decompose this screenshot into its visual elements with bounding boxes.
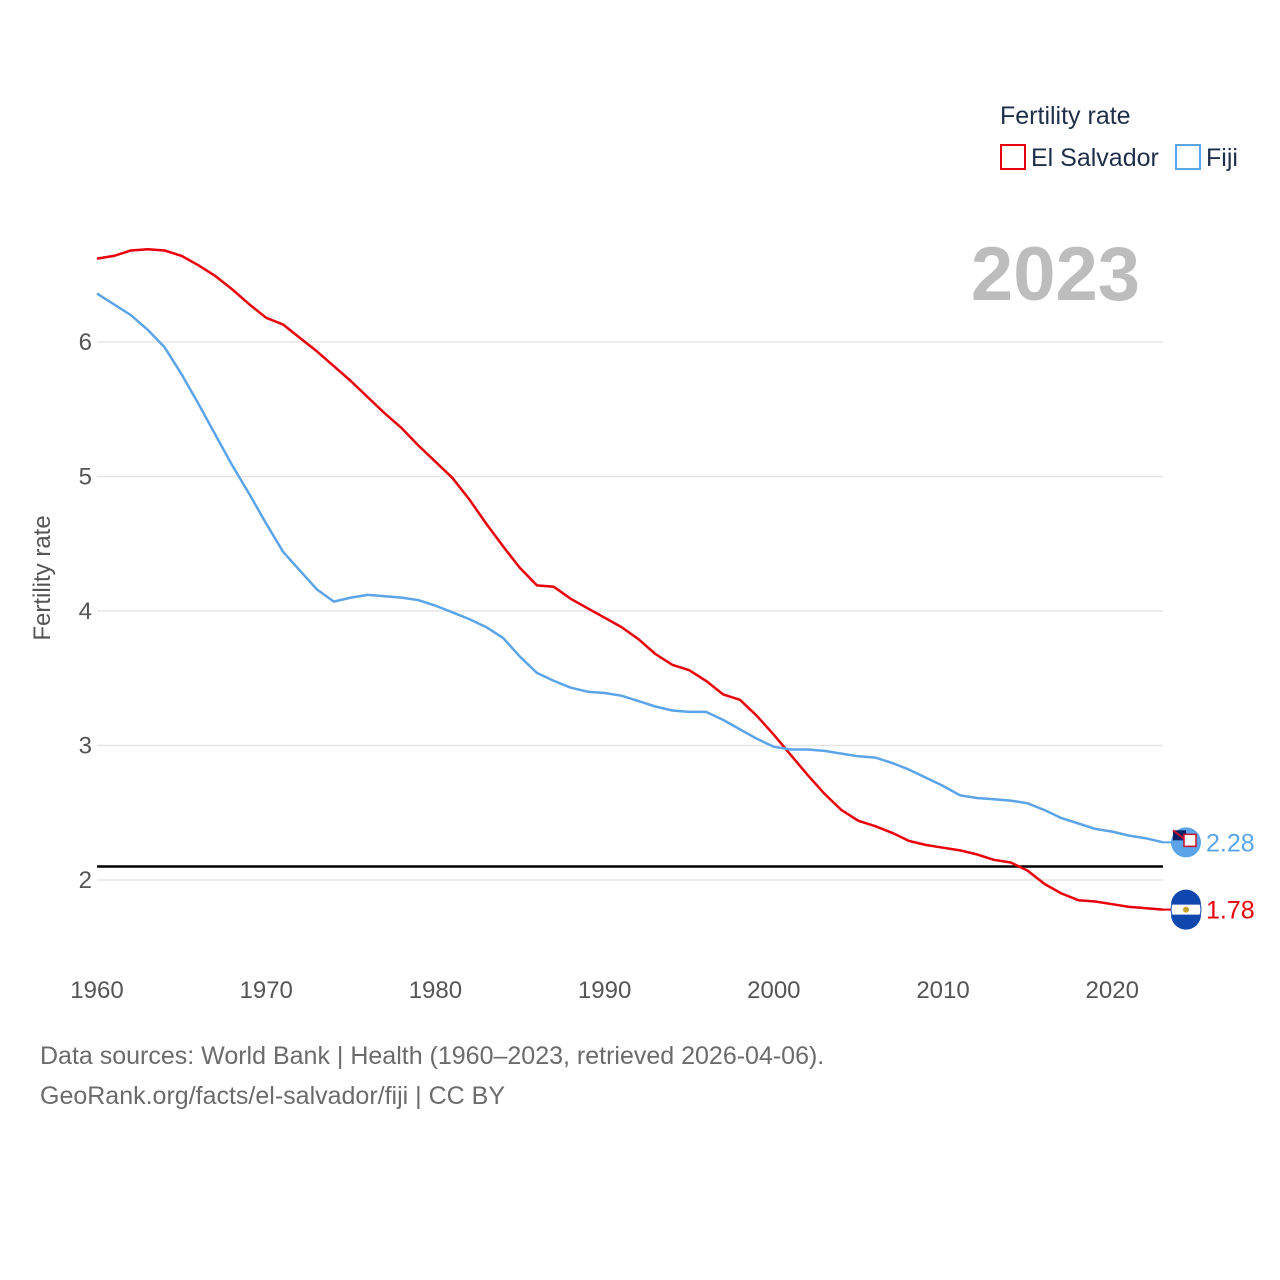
y-tick-labels: 2 3 4 5 6 (79, 329, 92, 894)
legend-label-el-salvador: El Salvador (1031, 144, 1159, 172)
legend-label-fiji: Fiji (1206, 144, 1238, 172)
y-tick-3: 3 (79, 733, 92, 760)
end-label-el-salvador: 1.78 (1206, 897, 1255, 925)
fertility-chart: 2 3 4 5 6 1960 1970 1980 1990 2000 2010 2020 1.78 2… (29, 102, 1255, 1004)
x-tick-2010: 2010 (916, 977, 969, 1004)
series-line-el-salvador (96, 247, 1164, 911)
footer-sources: Data sources: World Bank | Health (1960–… (40, 1042, 825, 1070)
gridlines (97, 341, 1163, 881)
legend-item-el-salvador[interactable]: El Salvador (1000, 144, 1159, 172)
fiji-flag-icon (1171, 827, 1201, 858)
series-lines (96, 247, 1164, 911)
x-tick-1980: 1980 (409, 977, 462, 1004)
y-tick-4: 4 (79, 598, 92, 625)
x-tick-labels: 1960 1970 1980 1990 2000 2010 2020 (70, 977, 1139, 1004)
legend-title: Fertility rate (1000, 102, 1131, 130)
x-tick-2000: 2000 (747, 977, 800, 1004)
series-line-fiji (96, 292, 1164, 844)
x-tick-2020: 2020 (1086, 977, 1139, 1004)
legend-swatch-fiji (1175, 144, 1201, 170)
footer-attribution[interactable]: GeoRank.org/facts/el-salvador/fiji | CC … (40, 1082, 506, 1110)
y-axis-title: Fertility rate (29, 515, 56, 640)
el-salvador-flag-icon (1170, 889, 1202, 930)
y-tick-5: 5 (79, 464, 92, 491)
x-tick-1990: 1990 (578, 977, 631, 1004)
x-tick-1960: 1960 (70, 977, 123, 1004)
legend-swatch-el-salvador (1000, 144, 1026, 170)
end-label-fiji: 2.28 (1206, 829, 1255, 857)
x-tick-1970: 1970 (240, 977, 293, 1004)
year-label: 2023 (971, 232, 1140, 317)
legend-item-fiji[interactable]: Fiji (1175, 144, 1238, 172)
y-tick-2: 2 (79, 867, 92, 894)
y-tick-6: 6 (79, 329, 92, 356)
end-markers: 1.78 2.28 (1163, 827, 1255, 930)
